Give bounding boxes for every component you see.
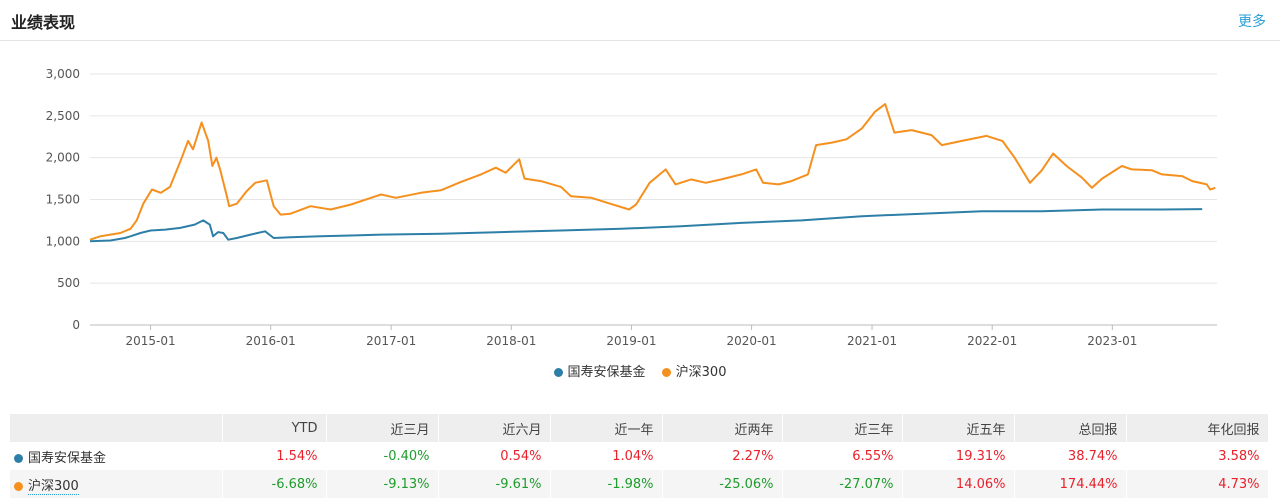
x-tick-label: 2016-01 — [246, 334, 296, 348]
x-tick-label: 2022-01 — [967, 334, 1017, 348]
x-tick-label: 2015-01 — [125, 334, 175, 348]
benchmark-link[interactable]: 沪深300 — [28, 478, 79, 495]
table-cell: -1.98% — [550, 470, 663, 498]
fund-name: 国寿安保基金 — [28, 450, 107, 466]
table-cell: -27.07% — [782, 470, 903, 498]
table-row-benchmark: 沪深300 -6.68% -9.13% -9.61% -1.98% -25.06… — [10, 470, 1269, 498]
table-cell: 2.27% — [662, 442, 783, 470]
table-header: YTD — [222, 414, 327, 442]
legend-label-fund: 国寿安保基金 — [567, 365, 646, 380]
y-tick-label: 3,000 — [46, 67, 80, 81]
table-header-row: YTD 近三月 近六月 近一年 近两年 近三年 近五年 总回报 年化回报 — [10, 414, 1269, 442]
series-line-fund — [89, 208, 1203, 243]
y-tick-label: 0 — [72, 318, 80, 332]
table-row-fund: 国寿安保基金 1.54% -0.40% 0.54% 1.04% 2.27% 6.… — [10, 442, 1269, 470]
legend-dot-fund — [553, 368, 563, 377]
fund-dot — [14, 453, 23, 463]
x-tick-label: 2020-01 — [727, 334, 777, 348]
table-cell: -6.68% — [222, 470, 327, 498]
y-axis: 0 500 1,000 1,500 2,000 2,500 3,000 — [46, 67, 80, 332]
x-tick-label: 2018-01 — [486, 334, 536, 348]
legend-item-benchmark[interactable]: 沪深300 — [661, 361, 727, 380]
table-header: 年化回报 — [1126, 414, 1269, 442]
table-header: 总回报 — [1014, 414, 1127, 442]
legend-label-benchmark: 沪深300 — [675, 365, 727, 380]
benchmark-dot — [14, 481, 23, 491]
y-tick-label: 1,500 — [46, 193, 80, 207]
table-cell: 4.73% — [1126, 470, 1269, 498]
x-axis: 2015-01 2016-01 2017-01 2018-01 2019-01 2020-… — [125, 325, 1137, 348]
table-header: 近一年 — [550, 414, 663, 442]
section-header: 业绩表现 更多 — [0, 0, 1280, 41]
x-tick-label: 2023-01 — [1087, 334, 1137, 348]
y-tick-label: 2,500 — [46, 109, 80, 123]
y-tick-label: 500 — [57, 276, 80, 290]
series-line-benchmark — [89, 103, 1216, 241]
legend-dot-benchmark — [661, 368, 671, 377]
table-cell: -25.06% — [662, 470, 783, 498]
table-cell: -0.40% — [326, 442, 439, 470]
row-name-cell: 国寿安保基金 — [10, 442, 223, 470]
table-cell: 1.04% — [550, 442, 663, 470]
table-cell: 3.58% — [1126, 442, 1269, 470]
table-cell: -9.61% — [438, 470, 551, 498]
x-tick-label: 2021-01 — [847, 334, 897, 348]
y-tick-label: 1,000 — [46, 234, 80, 248]
x-tick-label: 2017-01 — [366, 334, 416, 348]
table-header: 近三年 — [782, 414, 903, 442]
row-name-cell: 沪深300 — [10, 470, 223, 498]
table-header: 近五年 — [902, 414, 1015, 442]
y-tick-label: 2,000 — [46, 151, 80, 165]
chart-legend: 国寿安保基金 沪深300 — [0, 361, 1280, 380]
table-cell: 1.54% — [222, 442, 327, 470]
table-header: 近三月 — [326, 414, 439, 442]
table-header: 近两年 — [662, 414, 783, 442]
table-cell: 0.54% — [438, 442, 551, 470]
table-header: 近六月 — [438, 414, 551, 442]
table-cell: 19.31% — [902, 442, 1015, 470]
x-tick-label: 2019-01 — [606, 334, 656, 348]
table-cell: 6.55% — [782, 442, 903, 470]
table-header — [10, 414, 223, 442]
series-lines — [89, 103, 1216, 243]
table-cell: -9.13% — [326, 470, 439, 498]
section-title: 业绩表现 — [11, 13, 76, 32]
table-cell: 38.74% — [1014, 442, 1127, 470]
legend-item-fund[interactable]: 国寿安保基金 — [553, 361, 646, 380]
chart-grid — [90, 73, 1217, 326]
table-cell: 174.44% — [1014, 470, 1127, 498]
table-cell: 14.06% — [902, 470, 1015, 498]
more-link[interactable]: 更多 — [1238, 14, 1266, 30]
performance-table: YTD 近三月 近六月 近一年 近两年 近三年 近五年 总回报 年化回报 国寿安… — [10, 414, 1269, 498]
